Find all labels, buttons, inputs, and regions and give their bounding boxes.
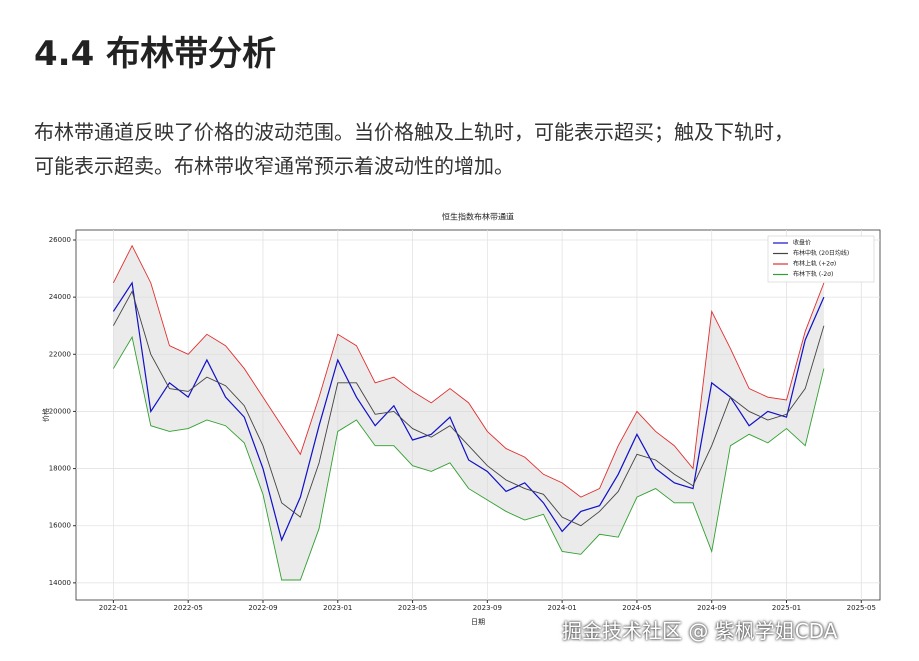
y-tick-label: 16000 [49,522,71,530]
x-tick-label: 2022-01 [99,604,128,612]
legend-label: 布林中轨 (20日均线) [793,249,849,257]
legend-label: 布林上轨 (+2σ) [793,260,836,268]
paragraph-line: 可能表示超卖。布林带收窄通常预示着波动性的增加。 [34,154,514,178]
x-tick-label: 2025-05 [847,604,876,612]
series-line [113,335,825,581]
y-tick-label: 24000 [49,293,71,301]
x-tick-label: 2024-09 [697,604,726,612]
watermark: 掘金技术社区 @ 紫枫学姐CDA [562,619,838,643]
x-tick-label: 2023-05 [398,604,427,612]
y-tick-label: 18000 [49,465,71,473]
y-axis-label: 价格 [41,408,50,422]
chart-title: 恒生指数布林带通道 [442,212,514,222]
legend-label: 布林下轨 (-2σ) [793,270,833,278]
band-fill [113,245,824,580]
x-axis-label: 日期 [471,618,485,626]
series-line [112,281,825,542]
y-tick-label: 22000 [49,350,71,358]
y-tick-label: 26000 [49,236,71,244]
x-tick-label: 2023-09 [473,604,502,612]
x-tick-label: 2023-01 [323,604,352,612]
y-tick-label: 20000 [49,407,71,415]
paragraph-line: 布林带通道反映了价格的波动范围。当价格触及上轨时，可能表示超买；触及下轨时， [34,120,794,144]
legend-label: 收盘价 [793,239,811,247]
x-tick-label: 2024-01 [548,604,577,612]
x-tick-label: 2022-09 [248,604,277,612]
x-tick-label: 2024-05 [622,604,651,612]
plot-frame [75,229,881,601]
series-line [112,244,825,498]
x-tick-label: 2022-05 [174,604,203,612]
series-line [112,290,825,527]
y-tick-label: 14000 [49,579,71,587]
x-tick-label: 2025-01 [772,604,801,612]
section-title: 4.4 布林带分析 [34,34,277,74]
